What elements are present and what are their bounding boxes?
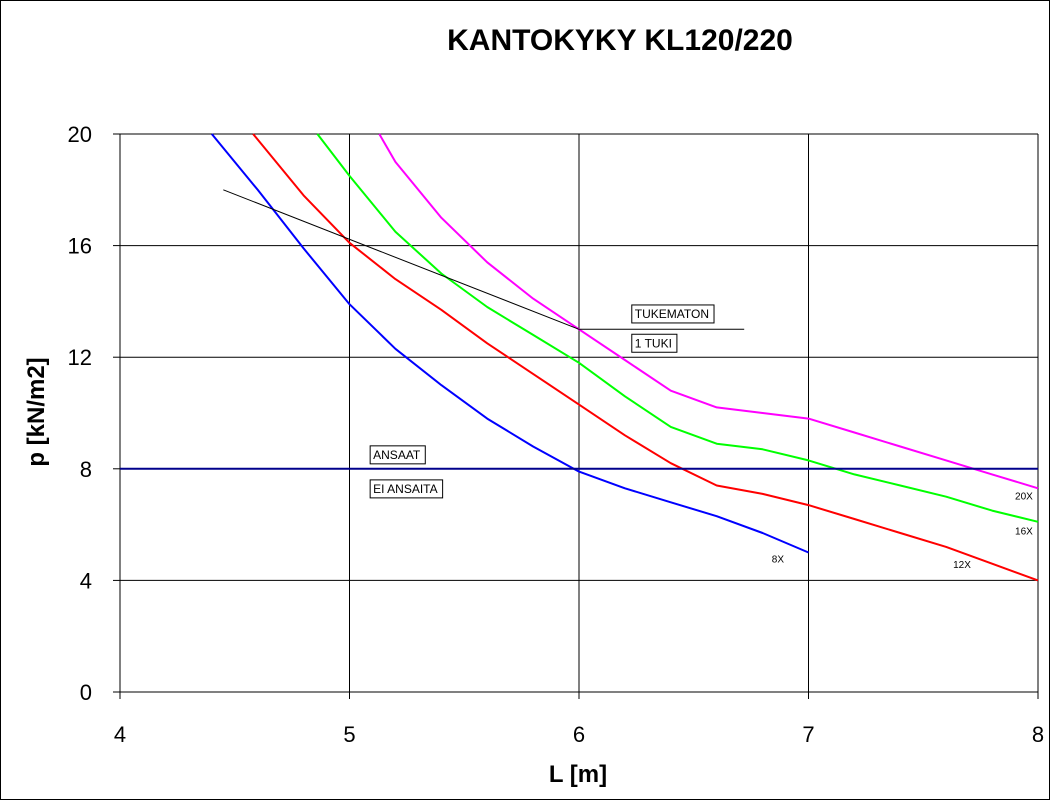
- annotation-label: TUKEMATON: [635, 307, 709, 321]
- annotation-box: [631, 333, 678, 353]
- series-label: 8X: [772, 554, 785, 565]
- series-line: [378, 133, 1039, 490]
- y-axis-title: p [kN/m2]: [23, 357, 50, 466]
- y-tick-label: 0: [80, 680, 92, 705]
- series-line: [211, 133, 809, 554]
- x-tick-label: 8: [1032, 722, 1044, 747]
- annotation-box: [631, 304, 715, 324]
- annotation-label: 1 TUKI: [635, 336, 672, 350]
- series-label: 12X: [953, 560, 971, 571]
- x-tick-label: 4: [114, 722, 126, 747]
- x-tick-label: 5: [343, 722, 355, 747]
- y-tick-label: 8: [80, 457, 92, 482]
- series-line: [252, 133, 1039, 582]
- series-label: 20X: [1015, 491, 1033, 502]
- y-tick-label: 20: [68, 122, 92, 147]
- y-tick-label: 12: [68, 345, 92, 370]
- series-line: [316, 133, 1039, 523]
- x-axis-title: L [m]: [549, 761, 607, 788]
- y-tick-label: 16: [68, 234, 92, 259]
- x-tick-label: 7: [802, 722, 814, 747]
- series-label: 16X: [1015, 526, 1033, 537]
- chart-title: KANTOKYKY KL120/220: [447, 24, 793, 57]
- series-line: [223, 189, 745, 330]
- grid-layer: [113, 133, 1039, 699]
- annotation-label: ANSAAT: [373, 448, 421, 462]
- annotation-label: EI ANSAITA: [373, 482, 437, 496]
- series-layer: [120, 133, 1039, 582]
- y-tick-label: 4: [80, 568, 92, 593]
- annotations-layer: TUKEMATON 1 TUKI ANSAAT EI ANSAITA 20X 16X 12X…: [369, 304, 1033, 571]
- annotation-box: [369, 445, 426, 465]
- annotation-box: [369, 479, 444, 499]
- x-tick-label: 6: [573, 722, 585, 747]
